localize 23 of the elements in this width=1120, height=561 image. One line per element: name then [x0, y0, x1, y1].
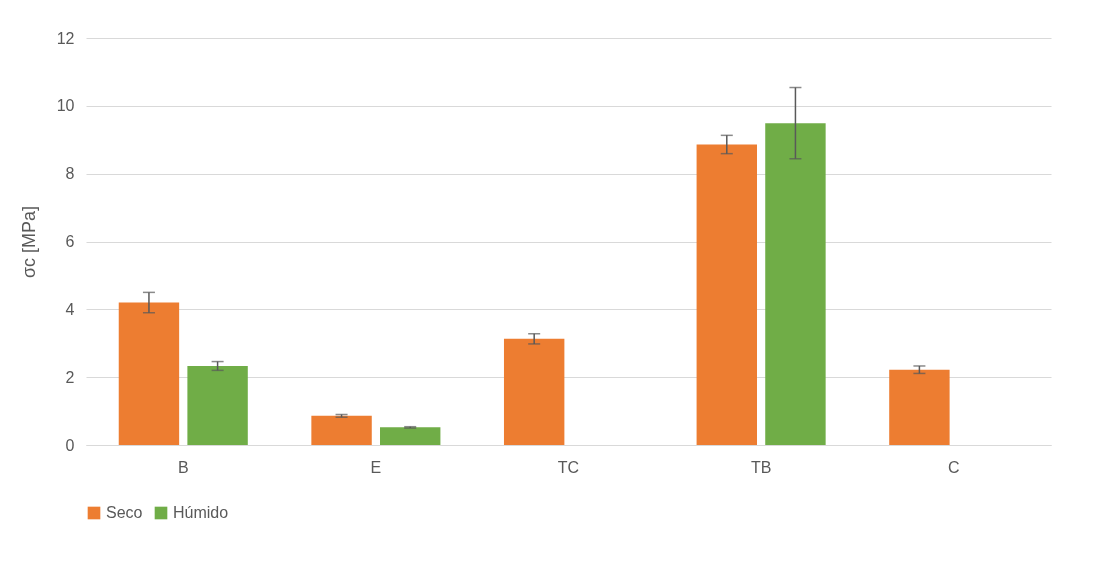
legend-label: Seco	[106, 504, 143, 521]
bar	[889, 369, 950, 445]
y-tick-label: 10	[56, 97, 75, 115]
x-tick-label: TB	[750, 458, 772, 476]
bar	[696, 144, 757, 445]
y-tick-label: 6	[65, 233, 75, 250]
x-tick-label: C	[947, 458, 960, 476]
bar	[380, 427, 441, 445]
x-tick-label: B	[177, 458, 189, 476]
bar	[311, 415, 372, 445]
y-axis-title: σc [MPa]	[18, 205, 39, 279]
legend-label: Húmido	[173, 504, 229, 521]
y-tick-label: 8	[65, 165, 75, 183]
bar	[187, 365, 248, 445]
x-tick-label: E	[370, 458, 382, 476]
y-tick-label: 2	[65, 368, 75, 386]
x-tick-label: TC	[557, 458, 580, 476]
bar	[118, 302, 180, 445]
y-tick-label: 4	[65, 300, 75, 318]
y-tick-label: 0	[65, 436, 75, 454]
y-tick-label: 12	[56, 29, 75, 47]
bar	[765, 123, 826, 445]
bar	[503, 338, 565, 445]
